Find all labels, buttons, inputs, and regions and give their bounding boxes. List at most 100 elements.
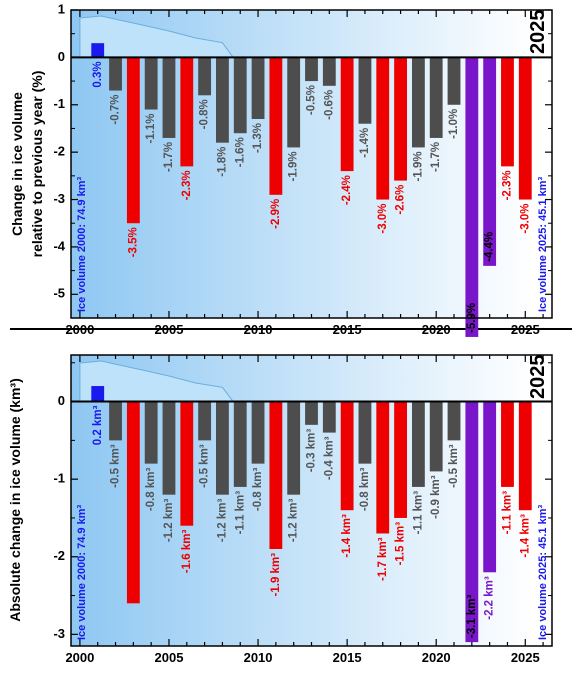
y-axis-label-line2: relative to previous year (%) (29, 71, 45, 258)
data-label-2003: -2.6 km³ (127, 556, 139, 600)
data-label-2001: 0.2 km³ (92, 405, 104, 445)
y-tick-label: 0 (58, 393, 65, 408)
y-axis-label-line1: Change in ice volume (9, 92, 25, 236)
data-label-2025: -3.0% (519, 204, 531, 234)
data-label-2023: -4.4% (484, 232, 496, 262)
y-tick-label: -1 (53, 96, 65, 111)
x-tick-label: 2000 (65, 650, 94, 665)
x-tick-label: 2015 (333, 322, 362, 337)
x-tick-label: 2020 (422, 650, 451, 665)
x-tick-label: 2010 (244, 322, 273, 337)
data-label-2012: -1.2 km³ (288, 499, 300, 543)
data-label-2011: -2.9% (270, 199, 282, 229)
bar-2022 (465, 401, 479, 643)
bar-2003 (126, 401, 140, 604)
corner-year-label: 2025 (527, 355, 549, 400)
bar-2001 (91, 43, 105, 58)
y-tick-label: -3 (53, 626, 65, 641)
y-tick-label: -1 (53, 471, 65, 486)
data-label-2013: -0.5% (306, 85, 318, 115)
bar-2014 (322, 401, 336, 433)
x-tick-label: 2025 (511, 322, 540, 337)
data-label-2005: -1.7% (163, 142, 175, 172)
ice-volume-2000-note: Ice volume 2000: 74.9 km³ (76, 505, 88, 640)
data-label-2004: -1.1% (145, 114, 157, 144)
y-tick-label: 0 (58, 49, 65, 64)
y-tick-label: -5 (53, 286, 65, 301)
data-label-2011: -1.9 km³ (270, 553, 282, 597)
bar-2021 (447, 401, 461, 441)
ice-volume-2025-note: Ice volume 2025: 45.1 km³ (537, 177, 549, 312)
bar-2022 (465, 57, 479, 337)
bar-2012 (287, 401, 301, 495)
data-label-2005: -1.2 km³ (163, 499, 175, 543)
bar-2004 (144, 401, 158, 464)
chart-panel-1: 0.3%-0.7%-3.5%-1.1%-1.7%-2.3%-0.8%-1.8% -… (9, 1, 553, 337)
bar-2013 (305, 401, 318, 425)
bar-2002 (109, 401, 122, 441)
bar-2002 (109, 57, 122, 91)
ice-volume-2025-note: Ice volume 2025: 45.1 km³ (537, 505, 549, 640)
bar-2007 (198, 57, 212, 96)
y-axis-label: Absolute change in ice volume (km³) (7, 378, 23, 622)
glacier-silhouette (79, 15, 235, 58)
bar-2024 (501, 57, 514, 167)
glacier-silhouette (79, 360, 235, 403)
bar-2009 (233, 57, 247, 134)
data-label-2015: -2.4% (341, 175, 353, 205)
bar-2008 (216, 401, 229, 495)
data-label-2008: -1.2 km³ (216, 499, 228, 543)
bar-2023 (483, 401, 497, 573)
data-label-2024: -2.3% (501, 170, 513, 200)
bar-2016 (358, 57, 372, 124)
bar-2015 (340, 57, 354, 172)
data-label-2006: -1.6 km³ (181, 530, 193, 574)
bar-2023 (483, 57, 497, 266)
data-label-2014: -0.6% (323, 90, 335, 120)
bar-2021 (447, 57, 461, 105)
bar-2019 (411, 401, 425, 487)
data-label-2018: -1.5 km³ (395, 522, 407, 566)
bar-2024 (501, 401, 514, 487)
data-label-2014: -0.4 km³ (323, 436, 335, 480)
ice-volume-2000-note: Ice volume 2000: 74.9 km³ (76, 177, 88, 312)
corner-year-label: 2025 (527, 10, 549, 55)
bar-2011 (269, 401, 283, 549)
x-tick-label: 2005 (155, 650, 184, 665)
data-label-2010: -1.3% (252, 123, 264, 153)
data-label-2009: -1.1 km³ (234, 491, 246, 535)
bar-2017 (376, 57, 390, 200)
data-label-2024: -1.1 km³ (501, 491, 513, 535)
data-label-2015: -1.4 km³ (341, 514, 353, 558)
x-tick-label: 2005 (155, 322, 184, 337)
x-tick-label: 2010 (244, 650, 273, 665)
bar-2015 (340, 401, 354, 511)
bar-2004 (144, 57, 158, 110)
bar-2018 (394, 57, 407, 181)
data-label-2021: -0.5 km³ (448, 444, 460, 488)
bar-2025 (518, 401, 532, 511)
bar-2008 (216, 57, 229, 143)
bar-2025 (518, 57, 532, 200)
data-label-2020: -0.9 km³ (430, 475, 442, 519)
data-label-2010: -0.8 km³ (252, 467, 264, 511)
bar-2006 (180, 401, 194, 526)
bar-2006 (180, 57, 194, 167)
data-label-2020: -1.7% (430, 142, 442, 172)
x-tick-label: 2015 (333, 650, 362, 665)
bar-2019 (411, 57, 425, 148)
data-label-2008: -1.8% (216, 147, 228, 177)
data-label-2017: -3.0% (377, 204, 389, 234)
bar-2020 (429, 57, 443, 138)
y-tick-label: -3 (53, 191, 65, 206)
data-label-2022: -3.1 km³ (466, 594, 478, 638)
data-label-2009: -1.6% (234, 137, 246, 167)
data-label-2007: -0.5 km³ (199, 444, 211, 488)
bar-2001 (91, 386, 105, 402)
data-label-2025: -1.4 km³ (519, 514, 531, 558)
bar-2012 (287, 57, 301, 148)
data-label-2017: -1.7 km³ (377, 537, 389, 581)
data-label-2018: -2.6% (395, 185, 407, 215)
y-tick-label: -2 (53, 144, 65, 159)
